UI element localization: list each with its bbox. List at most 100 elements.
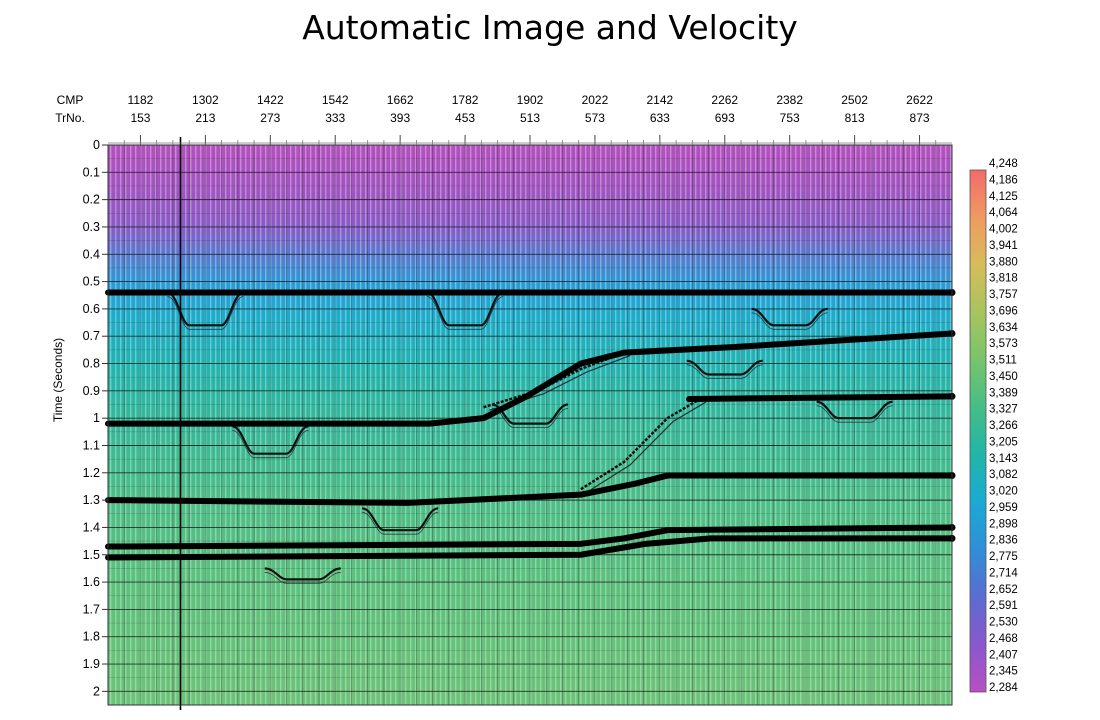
x-tick-label: 1182 [128,93,154,107]
horizon-line [105,472,955,506]
colorbar-label: 3,941 [989,240,1018,252]
anomaly-dip [264,567,341,581]
colorbar-label: 3,143 [989,453,1018,465]
colorbar-label: 3,327 [989,404,1018,416]
y-tick-label: 0.4 [83,247,100,261]
horizon-line [105,330,955,427]
x-tick-label: 153 [130,111,150,125]
colorbar-label: 4,186 [989,174,1018,186]
x-tick-label: 2022 [582,93,609,107]
y-tick-label: 0 [93,138,100,152]
y-tick-label: 1.8 [83,630,100,644]
x-tick-label: 753 [780,111,800,125]
y-tick-label: 2 [93,684,100,698]
y-tick-label: 1.6 [83,575,100,589]
anomaly-dip-echo [686,364,763,379]
y-tick-label: 0.8 [83,357,100,371]
x-tick-label: 633 [650,111,670,125]
page-title: Automatic Image and Velocity [302,8,798,47]
y-tick-label: 1.1 [83,438,100,452]
x-tick-label: 273 [260,111,280,125]
y-axis-title: Time (Seconds) [51,338,65,422]
colorbar: 4,248 4,186 4,125 4,064 4,002 3,941 3,880 3,818… [969,158,1018,694]
anomaly-dip [167,291,244,327]
anomaly-dip [816,400,893,420]
colorbar-label: 3,511 [989,355,1017,367]
y-tick-label: 0.3 [83,220,100,234]
colorbar-label: 2,836 [989,535,1018,547]
x-tick-label: 453 [455,111,475,125]
x-tick-label: 333 [325,111,345,125]
colorbar-label: 3,020 [989,486,1018,498]
x-axis-row-label: CMP [57,93,84,107]
horizon-line [686,393,955,403]
anomaly-dip-echo [426,296,504,330]
anomaly-dip-echo [264,572,341,584]
colorbar-label: 2,775 [989,551,1018,563]
y-tick-label: 0.7 [83,329,100,343]
anomaly-dip [751,307,828,327]
y-tick-label: 0.6 [83,302,100,316]
colorbar-label: 3,757 [989,289,1018,301]
x-tick-label: 1782 [452,93,479,107]
horizon-line [105,535,955,561]
colorbar-label: 3,696 [989,305,1018,317]
colorbar-label: 4,248 [989,158,1018,170]
diving-curve [580,397,701,491]
colorbar-label: 2,898 [989,518,1018,530]
y-tick-label: 0.2 [83,193,100,207]
anomaly-dip [686,359,763,376]
anomaly-dip [231,425,309,455]
x-tick-label: 2502 [841,93,868,107]
colorbar-label: 3,634 [989,322,1018,334]
colorbar-label: 2,530 [989,617,1018,629]
x-tick-label: 2382 [776,93,803,107]
anomaly-dip-echo [816,405,893,423]
colorbar-label: 2,407 [989,649,1018,661]
colorbar-label: 3,389 [989,387,1018,399]
horizons [105,137,956,710]
x-axis-row-label: TrNo. [55,111,85,125]
x-tick-label: 513 [520,111,540,125]
y-tick-label: 1.5 [83,548,100,562]
colorbar-label: 3,266 [989,420,1018,432]
x-tick-label: 393 [390,111,410,125]
x-tick-label: 2142 [646,93,673,107]
x-tick-label: 873 [910,111,930,125]
y-tick-label: 1 [93,411,100,425]
colorbar-label: 2,959 [989,502,1018,514]
colorbar-label: 4,002 [989,224,1018,236]
colorbar-label: 2,591 [989,600,1018,612]
colorbar-label: 2,468 [989,633,1018,645]
x-tick-label: 2622 [906,93,933,107]
colorbar-label: 3,450 [989,371,1018,383]
diving-curve-echo [586,401,707,493]
anomaly-dip-echo [751,312,828,330]
y-tick-label: 0.5 [83,275,100,289]
y-tick-label: 1.4 [83,520,100,534]
colorbar-label: 2,652 [989,584,1018,596]
y-tick-label: 0.9 [83,384,100,398]
anomaly-dip-echo [167,296,244,330]
y-tick-label: 1.7 [83,602,100,616]
x-tick-label: 693 [715,111,735,125]
x-tick-label: 1422 [257,93,284,107]
colorbar-label: 3,205 [989,436,1018,448]
colorbar-label: 4,064 [989,207,1018,219]
x-tick-label: 573 [585,111,605,125]
x-tick-label: 1902 [517,93,544,107]
plot-area [108,144,952,705]
y-tick-label: 1.2 [83,466,100,480]
colorbar-label: 2,714 [989,567,1018,579]
x-tick-label: 1302 [192,93,219,107]
anomaly-dip [426,291,504,327]
colorbar-label: 3,573 [989,338,1018,350]
horizon-line [105,524,955,550]
colorbar-label: 2,284 [989,682,1018,694]
x-tick-label: 2262 [711,93,738,107]
colorbar-swatch [969,169,987,693]
x-tick-label: 813 [845,111,865,125]
anomaly-dip [361,507,439,532]
colorbar-label: 4,125 [989,191,1018,203]
